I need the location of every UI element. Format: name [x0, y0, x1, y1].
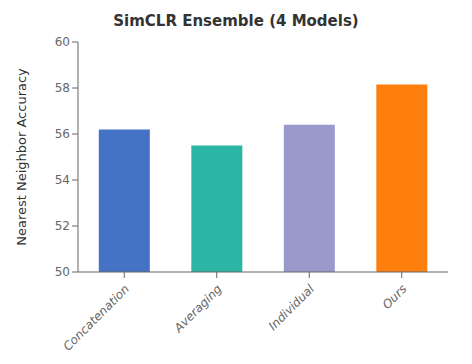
- svg-text:60: 60: [55, 35, 70, 49]
- svg-text:Individual: Individual: [266, 281, 318, 333]
- svg-text:Concatenation: Concatenation: [60, 282, 132, 354]
- html-text:SimCLR Ensemble (4 Models): SimCLR Ensemble (4 Models): [113, 12, 359, 30]
- svg-text:54: 54: [55, 173, 70, 187]
- svg-text:Ours: Ours: [380, 282, 410, 312]
- svg-text:Nearest Neighbor Accuracy: Nearest Neighbor Accuracy: [14, 68, 29, 246]
- svg-text:52: 52: [55, 219, 70, 233]
- svg-text:50: 50: [55, 265, 70, 279]
- svg-text:Averaging: Averaging: [171, 282, 225, 336]
- svg-text:56: 56: [55, 127, 70, 141]
- svg-text:58: 58: [55, 81, 70, 95]
